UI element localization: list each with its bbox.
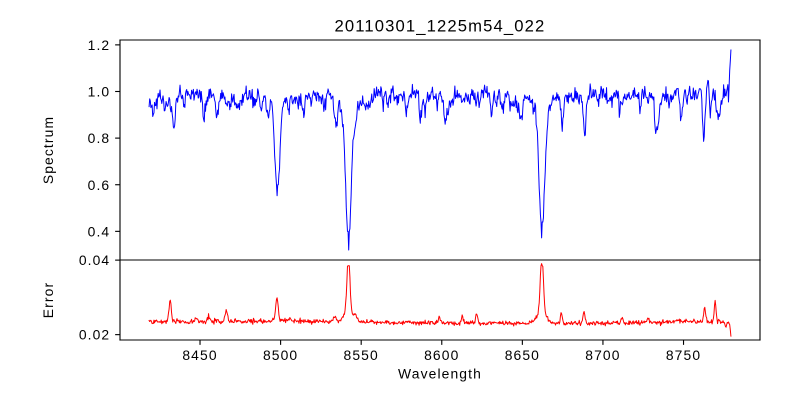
svg-text:Spectrum: Spectrum — [40, 116, 56, 184]
svg-text:8650: 8650 — [505, 347, 540, 363]
svg-text:1.0: 1.0 — [88, 84, 111, 100]
svg-text:8500: 8500 — [263, 347, 298, 363]
svg-text:20110301_1225m54_022: 20110301_1225m54_022 — [335, 17, 546, 36]
svg-text:8600: 8600 — [424, 347, 459, 363]
svg-text:8750: 8750 — [666, 347, 701, 363]
svg-text:Error: Error — [40, 282, 56, 318]
svg-text:1.2: 1.2 — [88, 37, 111, 53]
svg-text:0.6: 0.6 — [88, 177, 111, 193]
svg-text:0.02: 0.02 — [79, 327, 110, 343]
svg-text:Wavelength: Wavelength — [398, 365, 482, 381]
svg-text:0.4: 0.4 — [88, 223, 111, 239]
svg-text:8700: 8700 — [585, 347, 620, 363]
svg-text:8550: 8550 — [344, 347, 379, 363]
svg-text:8450: 8450 — [182, 347, 217, 363]
svg-text:0.8: 0.8 — [88, 130, 111, 146]
svg-text:0.04: 0.04 — [79, 252, 110, 268]
